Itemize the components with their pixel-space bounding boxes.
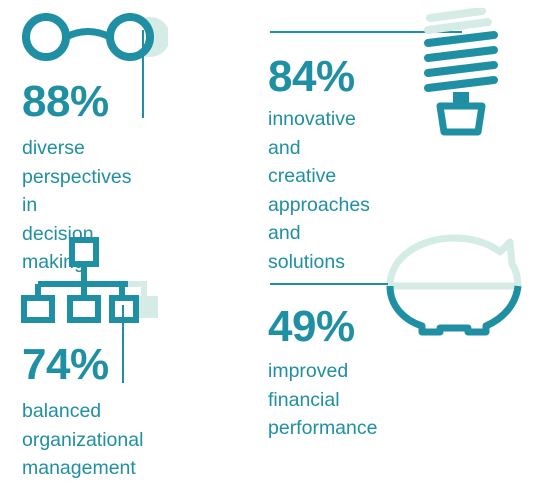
divider-line — [122, 305, 124, 383]
divider-line — [270, 283, 388, 285]
stat-label: balanced organizational management — [22, 400, 144, 479]
divider-line — [270, 31, 462, 33]
lightbulb-icon — [424, 8, 498, 136]
stat-value: 84% — [268, 52, 355, 101]
stat-label: diverse perspectives in decision making — [22, 137, 132, 273]
org-chart-icon — [21, 237, 158, 323]
glasses-icon — [22, 13, 168, 61]
piggy-bank-icon — [386, 234, 522, 336]
stat-value: 88% — [22, 77, 109, 126]
stat-label: improved financial performance — [268, 360, 378, 439]
divider-line — [142, 30, 144, 118]
stat-value: 49% — [268, 302, 355, 351]
stat-label: innovative and creative approaches and s… — [268, 108, 370, 273]
stat-value: 74% — [22, 340, 109, 389]
